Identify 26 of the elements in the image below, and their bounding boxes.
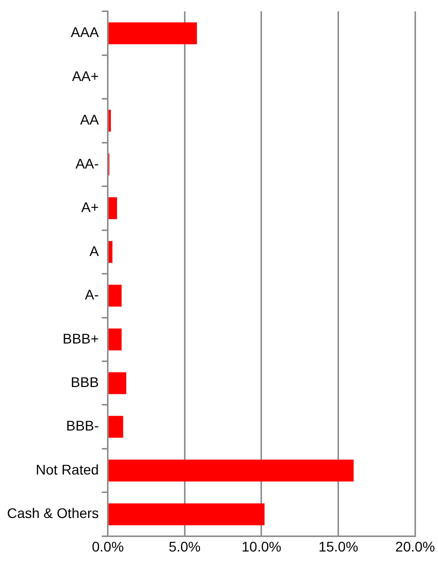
x-tick-label: 5.0% [168,538,201,554]
bar [108,460,354,482]
y-tick-label: Not Rated [36,461,99,478]
x-tick-label: 15.0% [318,538,358,554]
x-tick-label: 0.0% [92,538,124,554]
x-tick-label: 20.0% [395,538,436,554]
bar [108,416,124,438]
x-tick-label: 10.0% [242,538,282,554]
bar [108,372,126,394]
y-tick-label: Cash & Others [6,505,99,522]
y-tick-label: BBB [70,374,99,390]
y-tick-label: A [89,242,100,259]
bar [108,22,197,44]
y-tick-label: AA- [75,155,100,172]
y-tick-label: A- [84,286,100,303]
y-tick-label: BBB- [66,418,100,434]
y-tick-label: AAA [70,24,100,40]
bar [108,284,122,307]
y-tick-label: A+ [81,199,99,216]
bar [108,503,265,526]
y-tick-label: AA [80,112,100,128]
bar [108,328,122,350]
y-tick-label: BBB+ [62,330,99,346]
bar [108,197,118,220]
bar [108,241,112,263]
y-tick-label: AA+ [72,68,99,84]
